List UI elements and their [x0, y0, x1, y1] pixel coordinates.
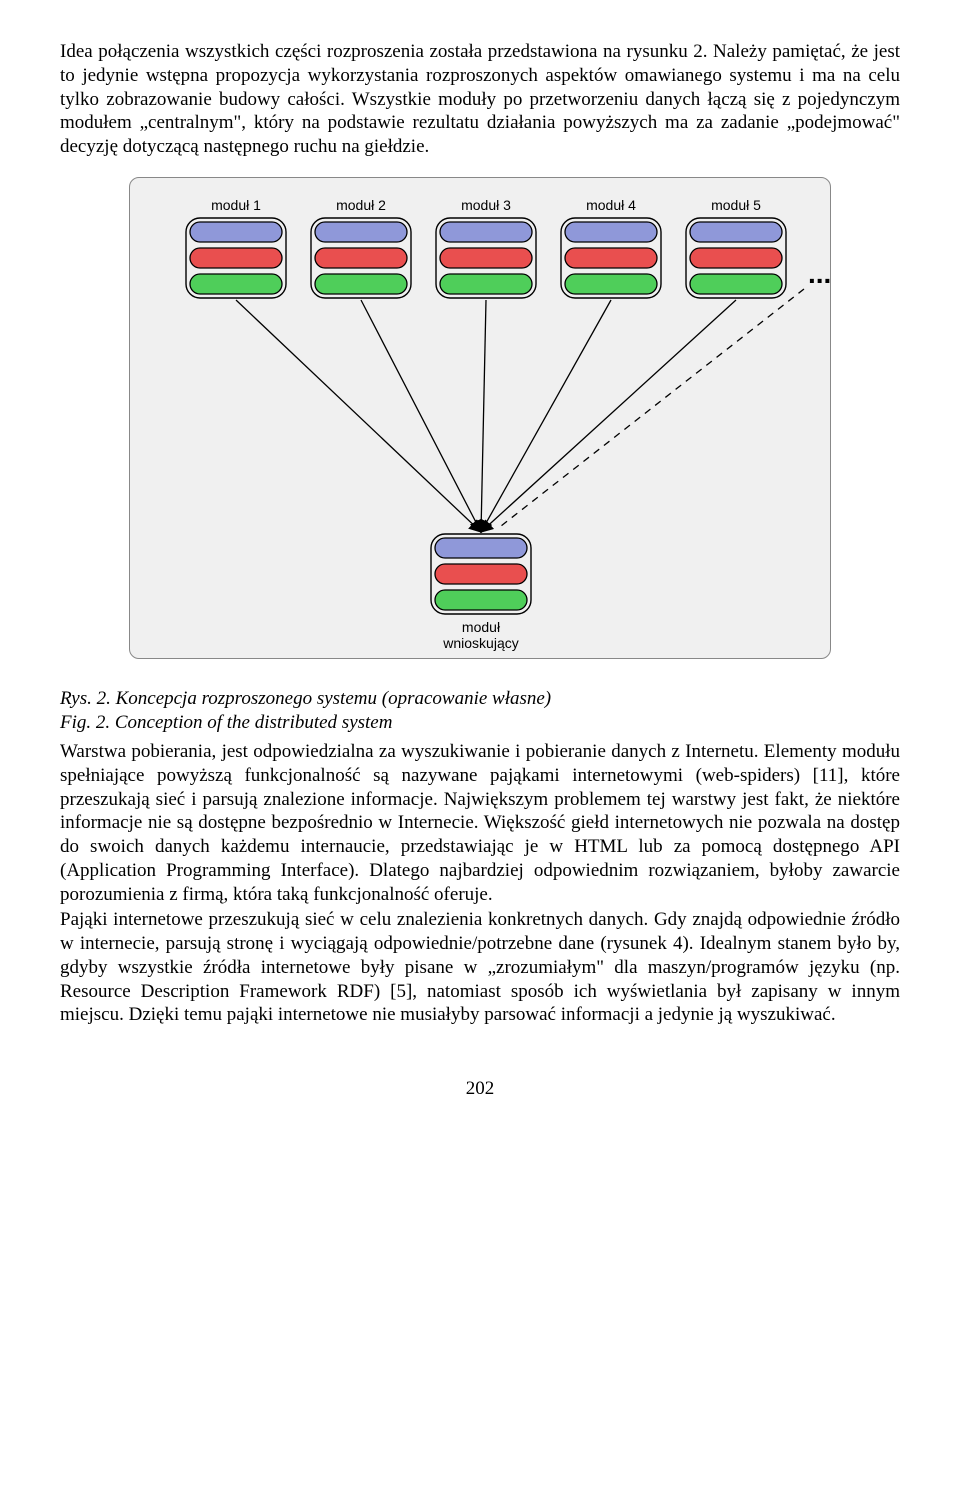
distributed-system-diagram: moduł 1 moduł 2 moduł 3 moduł 4 moduł 5... mo…	[129, 177, 831, 659]
svg-text:moduł 5: moduł 5	[711, 197, 761, 213]
figure-caption: Rys. 2. Koncepcja rozproszonego systemu …	[60, 687, 900, 736]
svg-text:wnioskujący: wnioskujący	[442, 635, 518, 651]
svg-text:moduł 3: moduł 3	[461, 197, 511, 213]
intro-paragraph: Idea połączenia wszystkich części rozpro…	[60, 40, 900, 159]
svg-text:moduł: moduł	[462, 619, 501, 635]
caption-en: Fig. 2. Conception of the distributed sy…	[60, 711, 900, 736]
svg-text:...: ...	[808, 258, 831, 289]
svg-text:moduł 4: moduł 4	[586, 197, 636, 213]
svg-text:moduł 1: moduł 1	[211, 197, 261, 213]
caption-pl: Rys. 2. Koncepcja rozproszonego systemu …	[60, 687, 900, 712]
page-number: 202	[60, 1077, 900, 1101]
svg-text:moduł 2: moduł 2	[336, 197, 386, 213]
figure-2: moduł 1 moduł 2 moduł 3 moduł 4 moduł 5... mo…	[60, 177, 900, 659]
body-paragraph-3: Pająki internetowe przeszukują sieć w ce…	[60, 908, 900, 1027]
body-paragraph-2: Warstwa pobierania, jest odpowiedzialna …	[60, 740, 900, 906]
